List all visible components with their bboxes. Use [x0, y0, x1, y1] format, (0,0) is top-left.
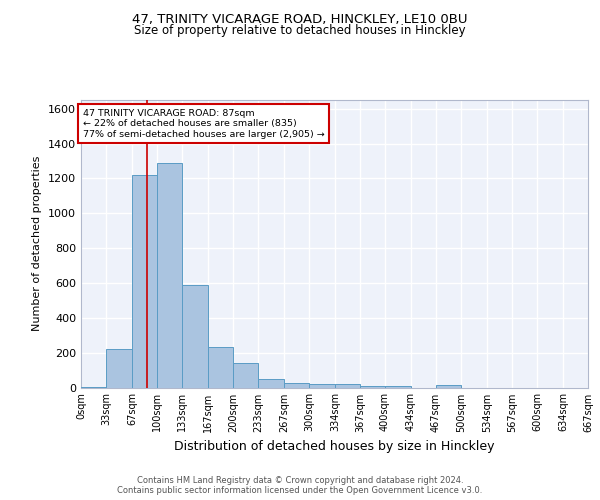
Text: 47, TRINITY VICARAGE ROAD, HINCKLEY, LE10 0BU: 47, TRINITY VICARAGE ROAD, HINCKLEY, LE1… — [132, 12, 468, 26]
Bar — [284, 382, 309, 388]
Bar — [81, 386, 106, 388]
Bar — [258, 379, 284, 388]
Bar — [309, 384, 335, 388]
Text: Contains HM Land Registry data © Crown copyright and database right 2024.: Contains HM Land Registry data © Crown c… — [137, 476, 463, 485]
Text: Size of property relative to detached houses in Hinckley: Size of property relative to detached ho… — [134, 24, 466, 37]
Bar — [157, 162, 182, 388]
Text: Contains public sector information licensed under the Open Government Licence v3: Contains public sector information licen… — [118, 486, 482, 495]
Text: 47 TRINITY VICARAGE ROAD: 87sqm
← 22% of detached houses are smaller (835)
77% o: 47 TRINITY VICARAGE ROAD: 87sqm ← 22% of… — [83, 108, 324, 138]
Y-axis label: Number of detached properties: Number of detached properties — [32, 156, 43, 332]
Bar — [360, 386, 385, 388]
Bar — [233, 363, 258, 388]
Bar — [106, 349, 132, 388]
Bar — [208, 346, 233, 388]
Bar — [436, 385, 461, 388]
Bar — [385, 386, 411, 388]
Bar — [182, 284, 208, 388]
Bar — [335, 384, 360, 388]
X-axis label: Distribution of detached houses by size in Hinckley: Distribution of detached houses by size … — [174, 440, 495, 453]
Bar — [132, 175, 157, 388]
